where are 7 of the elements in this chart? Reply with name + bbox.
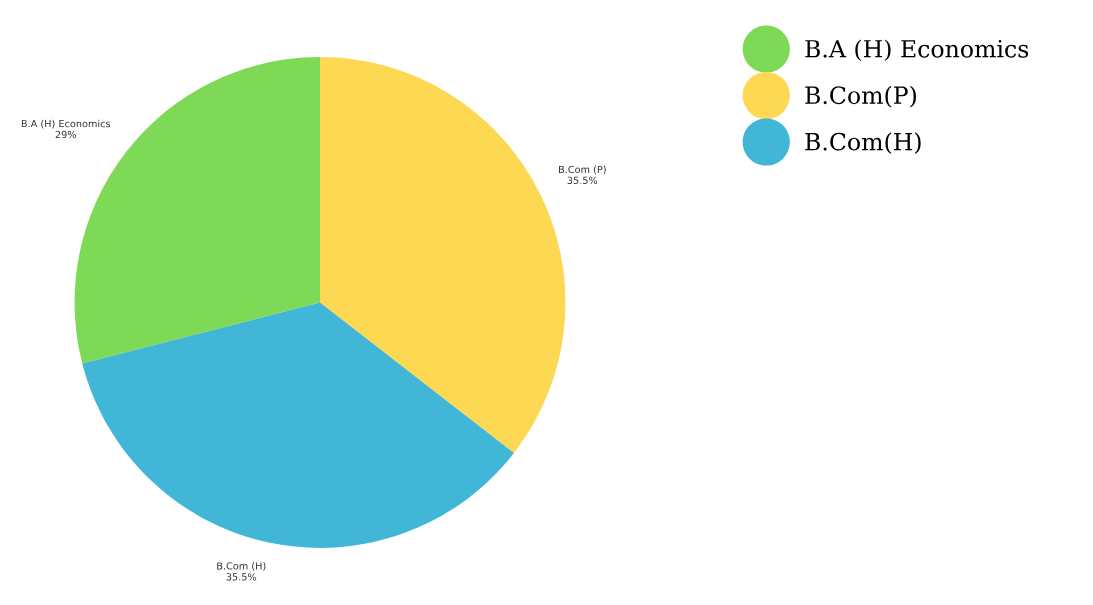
legend-label: B.Com(P) (805, 85, 916, 108)
pie-slice (82, 302, 514, 548)
legend-label: B.Com(H) (805, 132, 921, 154)
data-label: B.A (H) Economics 29% (21, 119, 111, 139)
legend-label: B.A (H) Economics (805, 39, 1029, 62)
data-label: B.Com (H) 35.5% (217, 562, 266, 581)
data-label: B.Com (P) 35.5% (559, 165, 606, 184)
